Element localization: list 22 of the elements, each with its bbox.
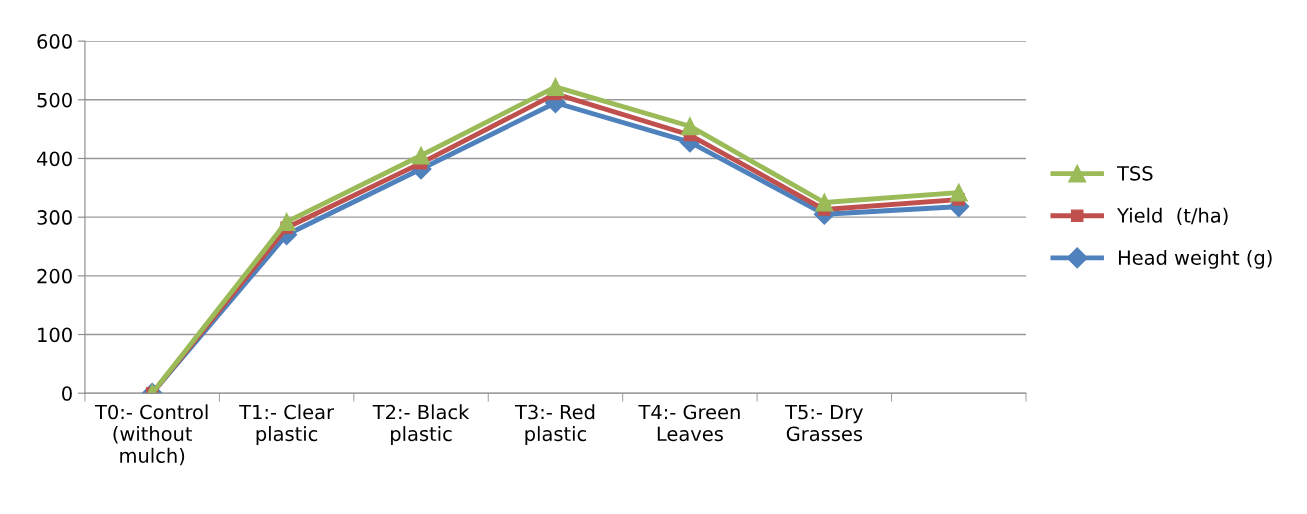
y-tick-label: 300 [37,210,72,225]
x-tick-label: T1:- Clear plastic [239,404,335,445]
point [277,212,296,231]
x-tick-label: T0:- Control (without mulch) [94,404,208,466]
point [680,117,699,136]
y-tick-label: 100 [38,327,72,343]
x-tick-label: T5:- Dry Grasses [785,404,863,442]
point [815,193,834,212]
legend-label: Head weight (g) [1118,249,1272,269]
x-tick-label: T3:- Red plastic [514,404,595,445]
y-tick-label: 0 [62,386,72,401]
y-tick-label: 500 [37,92,72,108]
x-tick-label: T4:- Green Leaves [638,404,740,442]
point [412,146,431,165]
point [546,77,565,96]
y-tick-label: 200 [37,268,72,284]
legend-label: Yield (t/ha) [1117,207,1228,226]
y-tick-label: 400 [36,151,72,167]
y-tick-label: 600 [37,34,72,49]
x-tick-label: T2:- Black plastic [372,404,470,445]
legend-label: TSS [1117,165,1153,181]
point [949,183,968,202]
